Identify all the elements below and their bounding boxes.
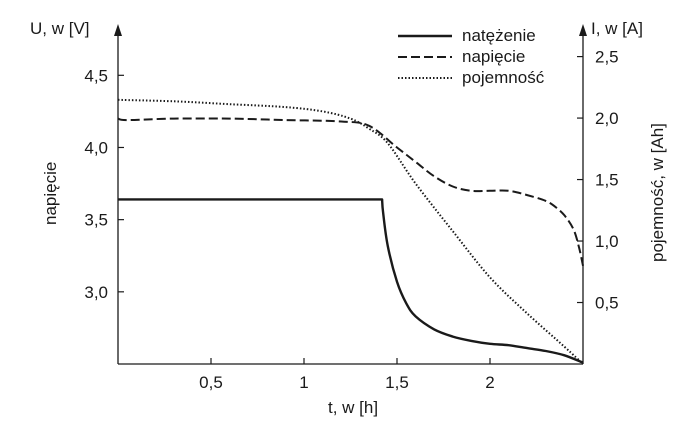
legend-label-pojemnosc: pojemność (462, 68, 545, 87)
legend: natężenie napięcie pojemność (398, 26, 545, 87)
right-y-tick-label: 1,5 (595, 171, 619, 190)
right-side-label: pojemność, w [Ah] (648, 123, 667, 262)
left-y-tick-label: 4,5 (84, 66, 108, 85)
legend-label-natezenie: natężenie (462, 26, 536, 45)
left-y-axis-label: U, w [V] (30, 19, 90, 38)
left-y-tick-label: 3,0 (84, 283, 108, 302)
left-y-axis-arrow (114, 24, 122, 36)
x-tick-label: 1,5 (385, 373, 409, 392)
legend-label-napiecie: napięcie (462, 47, 525, 66)
right-y-tick-label: 2,5 (595, 48, 619, 67)
x-tick-label: 2 (485, 373, 494, 392)
series-line-2 (117, 98, 584, 365)
right-y-axis-arrow (579, 24, 587, 36)
right-y-tick-label: 2,0 (595, 109, 619, 128)
series-line-1 (117, 117, 584, 267)
series-line-0 (118, 198, 584, 364)
right-y-tick-label: 0,5 (595, 294, 619, 313)
x-axis-label: t, w [h] (328, 398, 378, 417)
left-y-tick-label: 4,0 (84, 138, 108, 157)
right-y-tick-label: 1,0 (595, 232, 619, 251)
right-y-axis-label: I, w [A] (591, 19, 643, 38)
left-y-tick-label: 3,5 (84, 211, 108, 230)
x-tick-label: 1 (299, 373, 308, 392)
x-tick-label: 0,5 (199, 373, 223, 392)
left-side-label: napięcie (41, 162, 60, 225)
